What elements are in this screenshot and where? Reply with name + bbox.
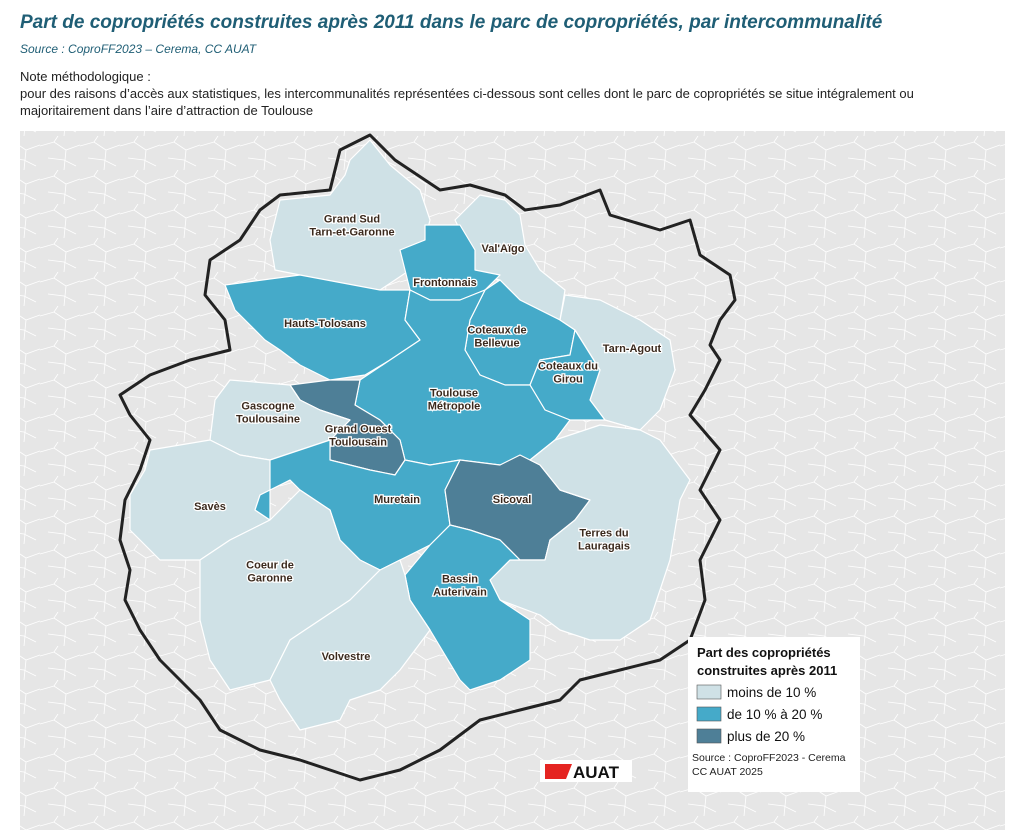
legend-title: Part des copropriétés [697,645,831,660]
legend-label: moins de 10 % [727,685,816,700]
region-label: Muretain [374,494,420,506]
region [269,559,431,731]
regions [129,139,691,731]
note: Note méthodologique : pour des raisons d… [20,68,1000,119]
attraction-area-border [118,133,737,782]
region-label: Bellevue [474,338,519,350]
logo-text: AUAT [573,763,620,782]
region-label: Lauragais [578,541,630,553]
region-label: Frontonnais [413,277,477,289]
legend-swatch [696,728,722,744]
region-label: Toulouse [430,388,478,400]
region-label: Coeur de [246,560,294,572]
note-text: pour des raisons d’accès aux statistique… [20,86,914,118]
region-label: Sicoval [493,494,532,506]
legend-credit: CC AUAT 2025 [692,766,763,778]
legend-swatch [696,706,722,722]
legend-items: moins de 10 % de 10 % à 20 % plus de 20 % [696,684,822,744]
region-label: Terres du [579,528,628,540]
region-label: Savès [194,501,226,513]
legend: Part des copropriétés construites après … [688,637,860,792]
region-label: Grand Ouest [325,424,392,436]
region-label: Girou [553,374,582,386]
legend-label: plus de 20 % [727,729,805,744]
region-label: Bassin [442,574,478,586]
source: Source : CoproFF2023 – Cerema, CC AUAT [20,42,257,56]
region-label: Grand Sud [324,214,380,226]
region-label: Volvestre [322,651,371,663]
region-label: Coteaux du [538,361,598,373]
legend-source: Source : CoproFF2023 - Cerema [692,752,846,764]
legend-title: construites après 2011 [697,663,837,678]
region-label: Tarn-et-Garonne [309,227,394,239]
note-heading: Note méthodologique : [20,69,151,84]
region-label: Auterivain [433,587,487,599]
logo: AUAT [540,760,632,782]
title: Part de copropriétés construites après 2… [20,12,883,33]
region-label: Coteaux de [467,325,526,337]
region-label: Hauts-Tolosans [284,318,366,330]
legend-swatch [696,684,722,700]
region-label: Toulousaine [236,414,300,426]
region-label: Val'Aïgo [482,243,525,255]
region [224,274,421,381]
region-label: Tarn-Agout [603,343,662,355]
region-label: Gascogne [241,401,294,413]
logo-mark [545,764,572,779]
region [489,424,691,641]
region-label: Toulousain [329,437,387,449]
region-label: Métropole [428,401,481,413]
legend-label: de 10 % à 20 % [727,707,822,722]
region-label: Garonne [247,573,292,585]
